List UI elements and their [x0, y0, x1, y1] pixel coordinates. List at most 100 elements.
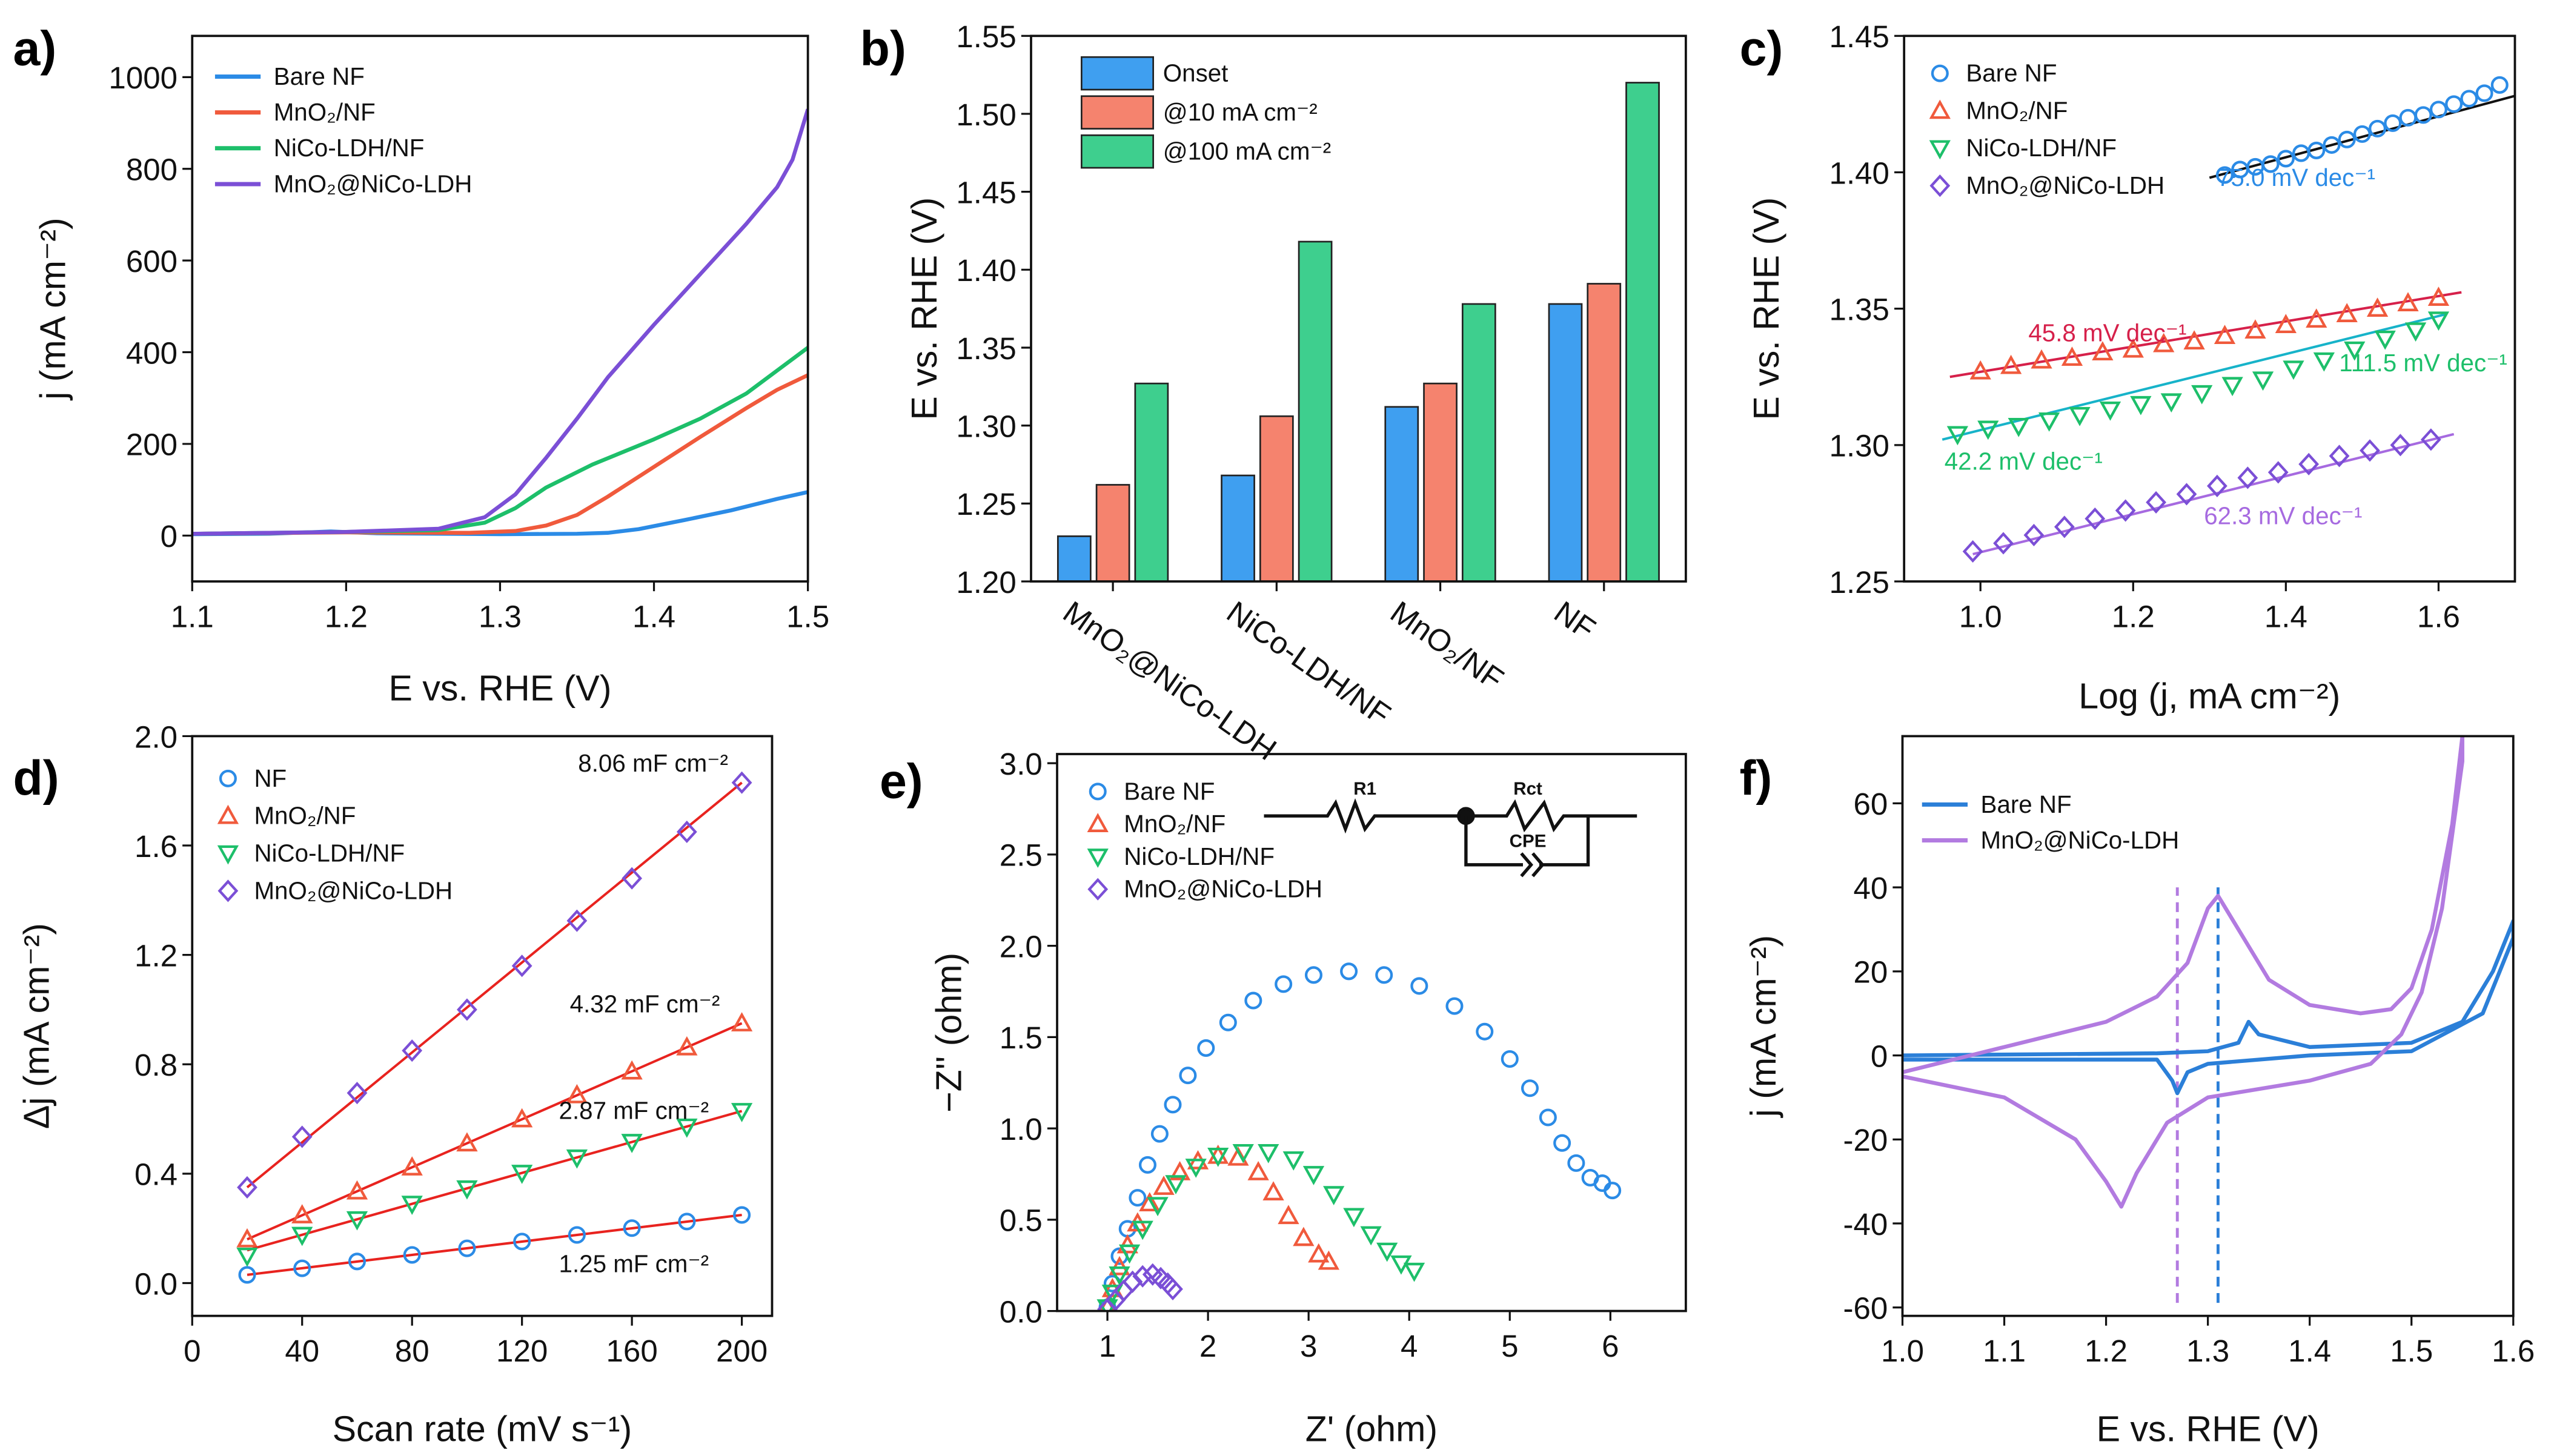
data-point: [678, 1213, 696, 1231]
x-tick-label: 3: [1300, 1329, 1317, 1363]
data-point: [2092, 341, 2114, 361]
data-point: [2329, 445, 2350, 468]
data-point: [2146, 491, 2166, 514]
x-tick-label: NiCo-LDH/NF: [1221, 594, 1397, 732]
plot-area: [1942, 76, 2515, 563]
y-axis-label: E vs. RHE (V): [1746, 197, 1786, 420]
y-tick-label: 0: [161, 519, 177, 554]
legend-marker: [1087, 813, 1109, 832]
x-tick-label: 1.3: [2186, 1334, 2229, 1368]
x-tick-label: 6: [1602, 1329, 1619, 1363]
circuit-label: Rct: [1513, 779, 1542, 799]
slope-annotation: 1.25 mF cm⁻²: [559, 1249, 709, 1277]
legend-label: MnO₂@NiCo-LDH: [254, 876, 453, 904]
data-point: [1153, 1176, 1175, 1195]
legend-label: MnO₂/NF: [254, 802, 356, 830]
bar: [1625, 82, 1660, 582]
x-tick-label: 160: [606, 1334, 658, 1368]
panel-d: d) 0 40 80 120 160 200 0.0 0.4 0.8 1.2 1.6 2.0 Scan r…: [13, 720, 774, 1449]
x-tick-label: 1.2: [2085, 1334, 2128, 1368]
data-point: [2277, 150, 2295, 168]
x-tick-label: 1.2: [2112, 599, 2155, 634]
legend-label: NiCo-LDH/NF: [1966, 134, 2117, 162]
data-point: [622, 867, 643, 890]
data-point: [676, 820, 697, 844]
legend-marker: [1929, 140, 1951, 160]
data-point: [456, 1180, 478, 1200]
slope-annotation: 4.32 mF cm⁻²: [570, 990, 720, 1018]
data-point: [566, 1149, 588, 1169]
data-point: [2404, 322, 2427, 342]
y-tick-label: 1.50: [956, 98, 1016, 132]
y-tick-label: 1.40: [1829, 156, 1889, 190]
data-point: [1109, 1266, 1130, 1286]
data-point: [1323, 1186, 1345, 1206]
legend-marker: [219, 769, 237, 787]
data-point: [676, 1036, 698, 1056]
x-tick-label: 80: [395, 1334, 430, 1368]
data-point: [1185, 1159, 1207, 1178]
data-point: [403, 1246, 421, 1264]
x-tick-label: 4: [1401, 1329, 1418, 1363]
data-point: [1219, 1013, 1237, 1031]
panel-label: d): [13, 751, 59, 806]
data-point: [1132, 1265, 1153, 1288]
data-point: [568, 1226, 586, 1244]
x-axis-label: E vs. RHE (V): [2097, 1409, 2320, 1449]
legend-label: NiCo-LDH/NF: [274, 134, 425, 162]
data-point: [1567, 1154, 1585, 1172]
data-point: [2360, 439, 2380, 462]
data-point: [237, 1176, 257, 1199]
x-tick-label: NF: [1548, 594, 1601, 646]
y-tick-label: 1.2: [134, 938, 177, 973]
cpe-symbol-icon: [1531, 852, 1545, 878]
data-point: [1207, 1147, 1229, 1167]
data-point: [2374, 330, 2396, 350]
data-point: [2031, 349, 2052, 369]
x-tick-label: 0: [184, 1334, 201, 1368]
legend-swatch: [1081, 95, 1154, 130]
y-tick-label: 20: [1853, 955, 1888, 990]
data-point: [457, 998, 477, 1021]
data-point: [566, 909, 588, 932]
data-point: [2414, 106, 2432, 124]
legend-label: MnO₂@NiCo-LDH: [1966, 171, 2164, 199]
x-tick-label: 1.0: [1959, 599, 2002, 634]
data-point: [1116, 1234, 1138, 1254]
data-point: [1501, 1050, 1519, 1068]
x-tick-label: 120: [496, 1334, 548, 1368]
data-point: [2122, 338, 2144, 358]
data-point: [2216, 166, 2234, 184]
y-tick-label: 1.30: [1829, 429, 1889, 463]
data-point: [2338, 130, 2356, 148]
y-tick-label: 0.0: [134, 1266, 177, 1301]
y-tick-label: 1.25: [956, 487, 1016, 521]
panel-label: c): [1740, 22, 1783, 76]
data-point: [2490, 76, 2509, 94]
data-point: [2115, 499, 2136, 522]
data-point: [1993, 532, 2014, 555]
fit-line: [247, 1110, 743, 1252]
x-tick-label: 1.6: [2417, 599, 2460, 634]
panel-f: f) 1.0 1.1 1.2 1.3 1.4 1.5 1.6 -60 -40 -20 0 20 40 60 E…: [1740, 735, 2535, 1449]
data-point: [236, 1247, 258, 1267]
data-point: [2099, 401, 2121, 421]
circuit-label: CPE: [1510, 831, 1547, 851]
bar: [1259, 415, 1294, 582]
data-point: [1340, 962, 1358, 981]
slope-annotation: 45.8 mV dec⁻¹: [2028, 319, 2186, 347]
data-point: [1375, 966, 1393, 984]
bar: [1461, 303, 1496, 582]
legend-swatch: [1081, 56, 1154, 91]
x-tick-label: 1.4: [632, 599, 675, 634]
axes-frame: [1030, 35, 1687, 583]
y-tick-label: 2.5: [1000, 838, 1043, 873]
data-point: [2427, 311, 2450, 331]
y-tick-label: 800: [126, 153, 177, 187]
data-point: [1302, 1166, 1325, 1185]
plot-area: [1096, 962, 1622, 1311]
data-point: [2261, 155, 2280, 173]
legend-label: MnO₂@NiCo-LDH: [1981, 826, 2180, 854]
data-point: [2237, 466, 2258, 489]
